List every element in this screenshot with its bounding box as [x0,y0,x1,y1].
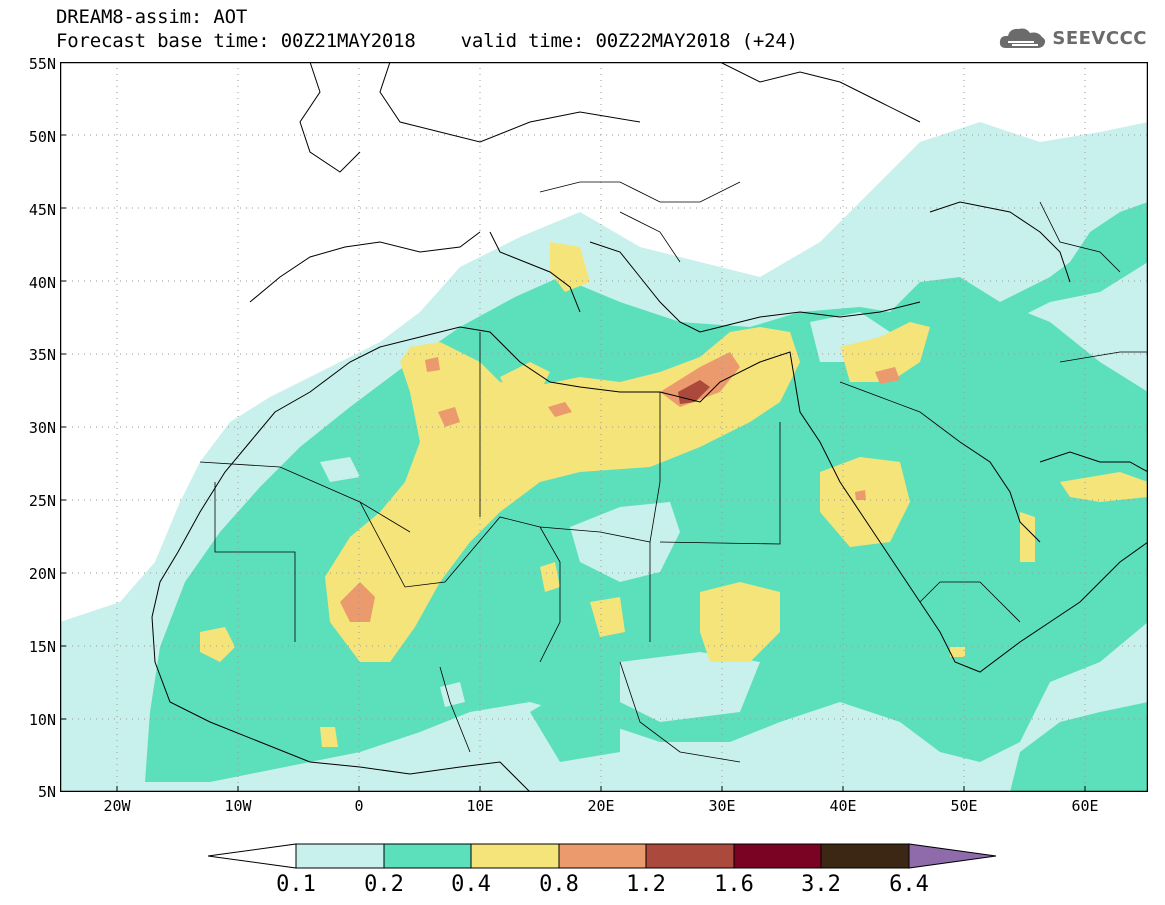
lat-label-30n: 30N [28,419,56,437]
lon-label-20e: 20E [587,797,615,815]
lon-label-50e: 50E [950,797,978,815]
colorbar-label-1.2: 1.2 [626,872,666,897]
colorbar-label-6.4: 6.4 [889,872,929,897]
coastlines [151,62,1148,792]
colorbar-bin-3 [470,843,560,869]
seevccc-logo: SEEVCCC [998,24,1147,52]
lat-label-35n: 35N [28,346,56,364]
lon-label-30e: 30E [708,797,736,815]
lat-label-45n: 45N [28,201,56,219]
colorbar-arrow-right [908,843,997,869]
colorbar-bin-4 [558,843,647,869]
colorbar-label-0.4: 0.4 [451,872,491,897]
colorbar-label-0.1: 0.1 [276,872,316,897]
logo-text: SEEVCCC [1052,27,1147,49]
lat-label-15n: 15N [28,638,56,656]
lat-label-25n: 25N [28,492,56,510]
colorbar-bin-7 [820,843,910,869]
map-ticks [60,134,1086,792]
map-gridlines [60,62,1148,792]
colorbar-bin-2 [383,843,472,869]
valid-time: valid time: 00Z22MAY2018 (+24) [460,30,798,52]
lon-label-10w: 10W [224,797,252,815]
country-borders [199,181,1148,763]
lon-label-10e: 10E [466,797,494,815]
aot-map [60,62,1148,792]
colorbar-label-3.2: 3.2 [801,872,841,897]
cloud-icon [1000,28,1046,48]
lat-label-50n: 50N [28,128,56,146]
lon-label-0: 0 [354,797,364,815]
colorbar-label-0.2: 0.2 [364,872,404,897]
lat-label-10n: 10N [28,711,56,729]
aot-band-0.1-holes [320,312,890,722]
lat-label-55n: 55N [28,55,56,73]
colorbar-bin-5 [645,843,735,869]
lat-label-5n: 5N [37,783,56,801]
lon-label-60e: 60E [1071,797,1099,815]
lat-label-20n: 20N [28,565,56,583]
subtitle-row: Forecast base time: 00Z21MAY2018 valid t… [56,30,798,52]
lon-label-20w: 20W [103,797,131,815]
lat-label-40n: 40N [28,274,56,292]
colorbar-bin-1 [295,843,385,869]
colorbar-arrow-left [207,843,297,869]
lon-label-40e: 40E [829,797,857,815]
forecast-base-time: Forecast base time: 00Z21MAY2018 [56,30,416,52]
colorbar-label-1.6: 1.6 [714,872,754,897]
colorbar-label-0.8: 0.8 [539,872,579,897]
map-title: DREAM8-assim: AOT [56,6,248,28]
colorbar-bin-6 [733,843,822,869]
